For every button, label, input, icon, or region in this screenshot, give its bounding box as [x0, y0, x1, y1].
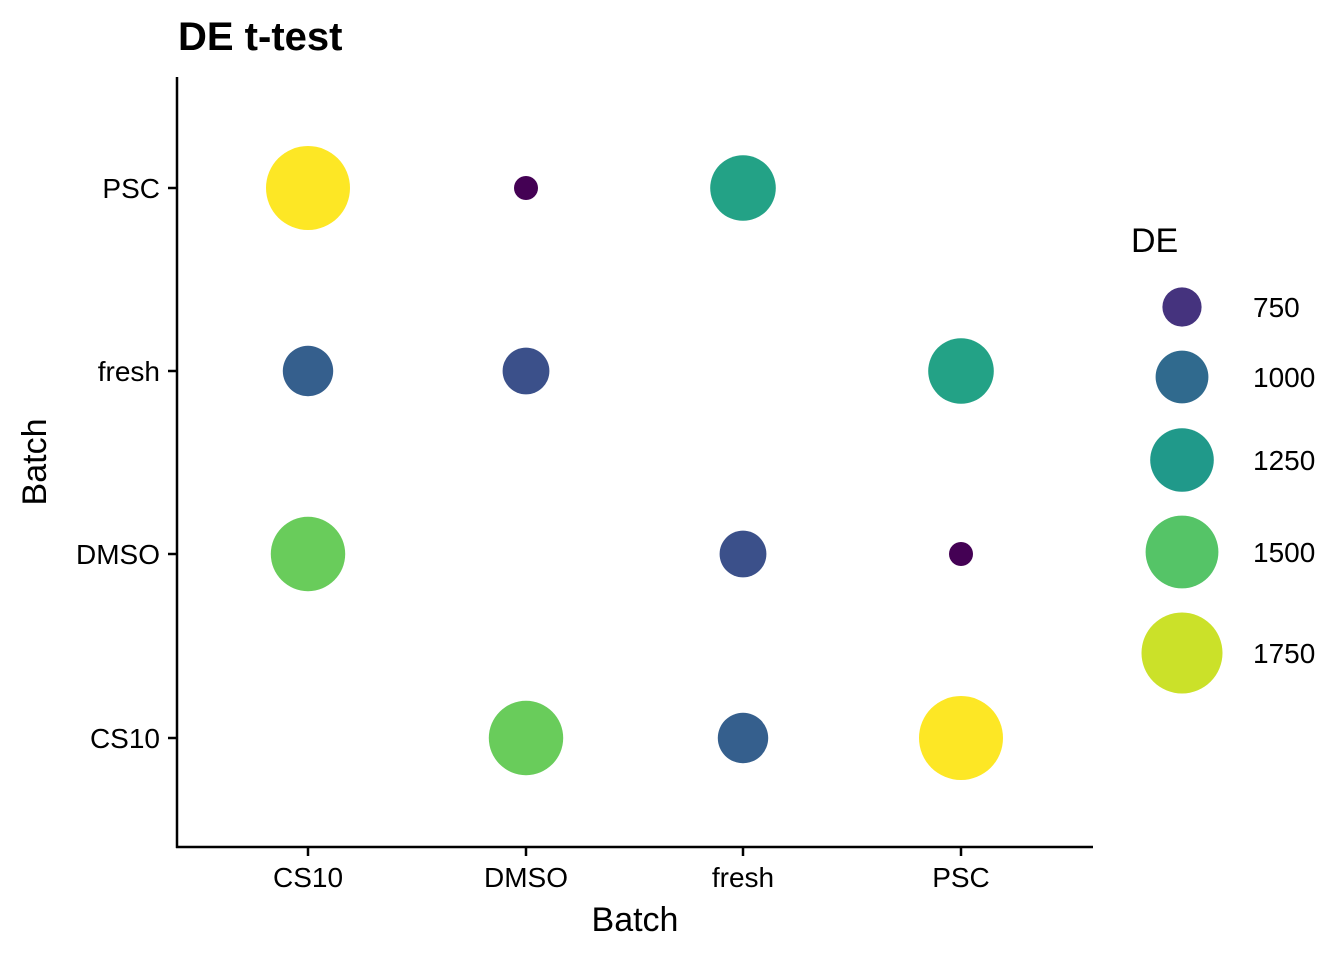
- legend-key: [1145, 515, 1219, 589]
- legend-label: 1750: [1253, 638, 1315, 669]
- x-tick-label: fresh: [712, 862, 774, 893]
- legend-label: 1250: [1253, 445, 1315, 476]
- y-tick-label: DMSO: [76, 539, 160, 570]
- x-tick-label: PSC: [932, 862, 990, 893]
- data-point: [270, 516, 346, 592]
- x-axis-title: Batch: [592, 901, 679, 939]
- legend-key: [1150, 428, 1214, 492]
- data-point: [949, 542, 973, 566]
- legend-title: DE: [1131, 222, 1178, 260]
- legend-key: [1141, 612, 1223, 694]
- legend-key: [1162, 287, 1202, 327]
- data-point: [717, 712, 769, 764]
- data-point: [266, 146, 350, 230]
- legend-label: 750: [1253, 292, 1300, 323]
- legend: DE 750 1000 1250 1500 1750: [1131, 222, 1315, 694]
- data-point: [488, 700, 564, 776]
- data-point: [719, 530, 767, 578]
- y-tick-label: PSC: [102, 173, 160, 204]
- x-tick-label: CS10: [273, 862, 343, 893]
- y-tick-label: fresh: [98, 356, 160, 387]
- legend-label: 1000: [1253, 362, 1315, 393]
- legend-key: [1155, 350, 1209, 404]
- x-tick-label: DMSO: [484, 862, 568, 893]
- y-tick-label: CS10: [90, 723, 160, 754]
- data-point: [514, 176, 538, 200]
- legend-items: 750 1000 1250 1500 1750: [1141, 287, 1315, 694]
- data-point: [282, 345, 334, 397]
- legend-label: 1500: [1253, 537, 1315, 568]
- data-points: [266, 146, 1003, 780]
- data-point: [919, 696, 1003, 780]
- data-point: [928, 338, 994, 404]
- y-axis-ticks: CS10 DMSO fresh PSC: [76, 173, 177, 754]
- plot-area: CS10 DMSO fresh PSC CS10 DMSO fresh PSC: [76, 77, 1093, 893]
- chart-title: DE t-test: [178, 15, 342, 59]
- y-axis-title: Batch: [16, 419, 54, 506]
- data-point: [502, 347, 550, 395]
- data-point: [710, 155, 776, 221]
- x-axis-ticks: CS10 DMSO fresh PSC: [273, 847, 990, 893]
